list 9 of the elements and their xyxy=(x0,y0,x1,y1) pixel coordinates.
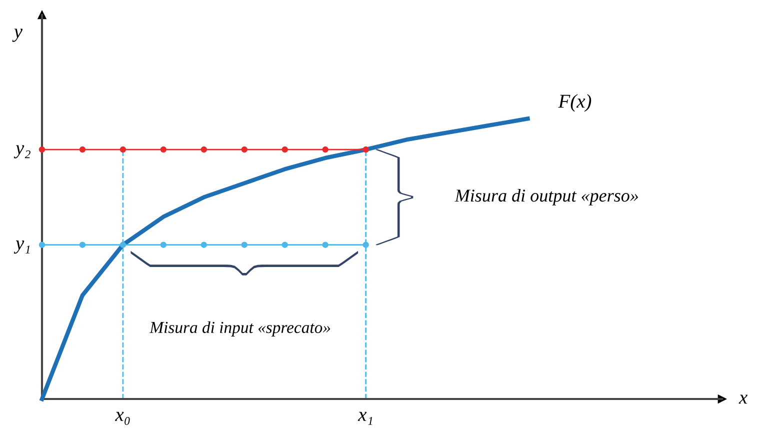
annotation: y₁ xyxy=(14,240,30,254)
text: x xyxy=(738,394,748,404)
x-tick-label: x₁ xyxy=(358,412,372,425)
annotation: y₂ xyxy=(14,145,30,158)
y-axis-title: y xyxy=(12,28,23,42)
x-tick-label: x₀ xyxy=(115,412,130,425)
text: F(x) xyxy=(558,94,592,112)
annotation: Misura di output «perso» xyxy=(454,189,638,206)
annotation: Misura di input «sprecato» xyxy=(149,321,330,336)
